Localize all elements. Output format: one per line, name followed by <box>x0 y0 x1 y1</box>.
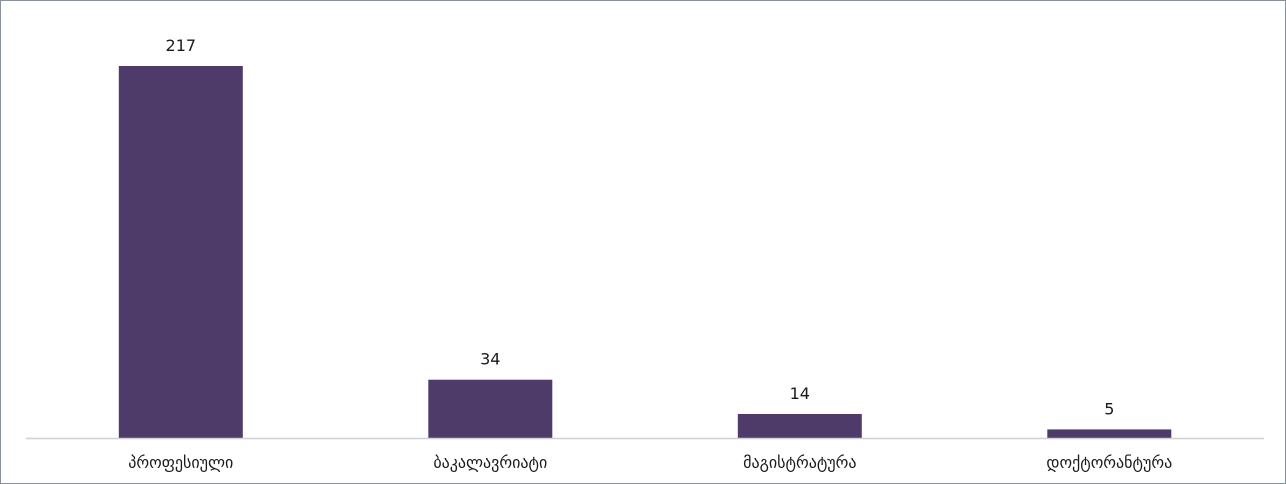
x-tick-label: ბაკალავრიატი <box>433 453 547 472</box>
data-label: 14 <box>790 384 810 403</box>
value-labels-group: 217 34 14 5 <box>166 36 1115 418</box>
data-label: 217 <box>166 36 197 55</box>
data-label: 34 <box>480 350 500 369</box>
x-tick-label: პროფესიული <box>128 453 233 472</box>
bar <box>118 66 243 438</box>
data-label: 5 <box>1104 399 1114 418</box>
bar <box>428 379 553 438</box>
x-tick-label: დოქტორანტურა <box>1046 453 1172 472</box>
bar <box>1047 429 1172 438</box>
tick-labels-group: პროფესიული ბაკალავრიატი მაგისტრატურა დოქტორ… <box>128 453 1172 472</box>
bar <box>737 414 862 438</box>
bars-group <box>118 66 1172 438</box>
x-tick-label: მაგისტრატურა <box>743 453 856 472</box>
